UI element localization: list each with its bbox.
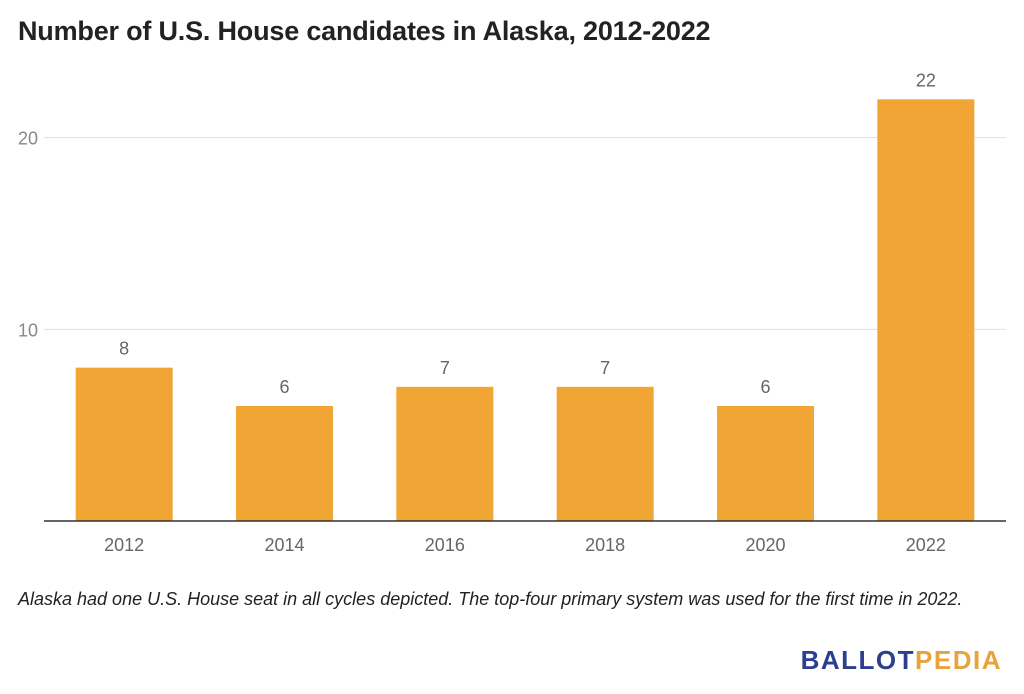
bar-chart: 10 20 8 6 7 7 6 22 2012 2014 2016 2018 2020 2022 [18, 70, 1006, 555]
data-labels: 8 6 7 7 6 22 [119, 70, 936, 397]
data-label: 7 [440, 358, 450, 378]
bar-2016 [396, 386, 494, 521]
y-tick-label: 10 [18, 320, 38, 340]
bar-2020 [717, 406, 814, 521]
data-label: 6 [760, 377, 770, 397]
x-tick-label: 2018 [585, 535, 625, 555]
x-tick-label: 2014 [264, 535, 304, 555]
bar-2014 [236, 406, 333, 521]
x-axis-ticks: 2012 2014 2016 2018 2020 2022 [104, 535, 946, 555]
y-tick-label: 20 [18, 129, 38, 149]
x-tick-label: 2022 [906, 535, 946, 555]
chart-footnote: Alaska had one U.S. House seat in all cy… [18, 589, 963, 609]
x-tick-label: 2020 [745, 535, 785, 555]
bar-2012 [75, 367, 173, 521]
data-label: 8 [119, 339, 129, 359]
data-label: 22 [916, 70, 936, 90]
bar-2022 [877, 99, 975, 521]
ballotpedia-logo[interactable]: BALLOTPEDIA [801, 645, 1002, 676]
bar-2018 [556, 386, 654, 521]
logo-pedia: PEDIA [915, 645, 1002, 675]
data-label: 6 [279, 377, 289, 397]
bars [75, 99, 975, 521]
data-label: 7 [600, 358, 610, 378]
chart-title: Number of U.S. House candidates in Alask… [18, 16, 711, 46]
x-tick-label: 2012 [104, 535, 144, 555]
x-tick-label: 2016 [425, 535, 465, 555]
logo-ballot: BALLOT [800, 645, 916, 675]
y-axis-ticks: 10 20 [18, 129, 38, 341]
gridlines [44, 137, 1006, 330]
